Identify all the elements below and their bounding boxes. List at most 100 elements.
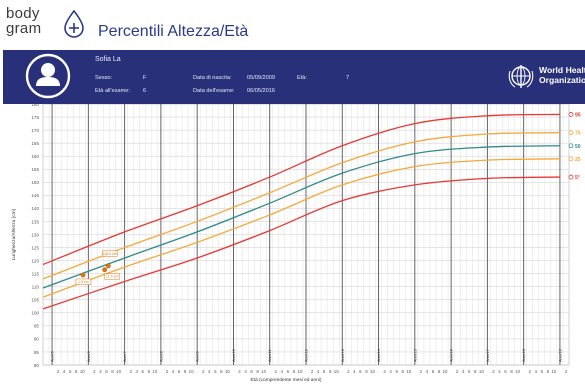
month-label: 2: [383, 369, 386, 374]
patient-name: Sofia La: [95, 56, 121, 63]
year-label: Anni 13: [341, 349, 345, 362]
patient-measurement-point: [105, 263, 111, 269]
y-tick-label: 120: [31, 258, 39, 263]
y-tick-label: 155: [31, 167, 39, 172]
month-label: 8: [184, 369, 187, 374]
month-label: 4: [462, 369, 465, 374]
x-axis-label: Età (comprendente mesi ed anni): [251, 377, 322, 383]
month-label: 4: [281, 369, 284, 374]
page-title: Percentili Altezza/Età: [98, 23, 249, 40]
month-label: 6: [142, 369, 145, 374]
percentile-end-marker: [568, 130, 574, 136]
y-tick-label: 175: [31, 115, 39, 120]
y-tick-label: 160: [31, 154, 39, 159]
exam-age-value: 6: [143, 88, 147, 94]
drop-plus-icon: [64, 10, 84, 38]
month-label: 4: [317, 369, 320, 374]
year-label: Anni 12: [305, 349, 309, 362]
growth-chart: 80 85 90 95 100 105 110 115 120 125 130 135 140 145 15…: [3, 102, 585, 392]
month-label: 8: [438, 369, 441, 374]
month-label: 2: [57, 369, 60, 374]
birth-date-value: 05/09/2009: [247, 75, 275, 81]
month-label: 10: [80, 369, 85, 374]
month-label: 10: [334, 369, 339, 374]
month-label: 6: [287, 369, 290, 374]
growth-chart-svg: 80 85 90 95 100 105 110 115 120 125 130 135 140 145 15…: [11, 102, 581, 383]
year-label: Anni 5: [51, 351, 55, 362]
month-label: 8: [256, 369, 259, 374]
percentile-curve-25: [42, 158, 560, 298]
patient-measurement-point: [80, 272, 86, 278]
percentile-curve-95: [42, 113, 560, 266]
month-label: 6: [69, 369, 72, 374]
month-label: 2: [565, 369, 568, 374]
y-tick-label: 105: [31, 298, 39, 303]
month-label: 6: [468, 369, 471, 374]
month-label: 8: [329, 369, 332, 374]
patient-measurement-point: [102, 267, 108, 273]
y-tick-label: 90: [34, 337, 40, 342]
month-label: 6: [178, 369, 181, 374]
month-label: 2: [492, 369, 495, 374]
month-label: 10: [515, 369, 520, 374]
month-label: 2: [129, 369, 132, 374]
exam-date-label: Data dell'esame:: [193, 88, 235, 94]
percentile-end-marker: [568, 174, 574, 180]
year-label: Anni 10: [232, 349, 236, 362]
month-label: 4: [426, 369, 429, 374]
birth-date-label: Data di nascita:: [193, 75, 232, 81]
month-label: 6: [214, 369, 217, 374]
month-label: 6: [541, 369, 544, 374]
month-label: 6: [432, 369, 435, 374]
month-label: 2: [166, 369, 169, 374]
percentile-end-label: 5°: [575, 175, 580, 181]
y-tick-label: 130: [31, 232, 39, 237]
month-label: 2: [93, 369, 96, 374]
month-label: 10: [479, 369, 484, 374]
app-header: body gram Percentili Altezza/Età: [0, 0, 585, 50]
y-tick-label: 80: [34, 363, 40, 368]
who-logo: World Health Organization: [503, 63, 585, 89]
month-label: 10: [551, 369, 556, 374]
percentile-end-label: 50: [575, 144, 581, 150]
month-label: 8: [75, 369, 78, 374]
month-label: 8: [402, 369, 405, 374]
percentile-curve-75: [42, 132, 560, 280]
measurement-tag-label: 118.0 cm: [103, 252, 118, 256]
age-label: Età:: [297, 75, 307, 81]
month-label: 4: [63, 369, 66, 374]
year-label: Anni 8: [159, 351, 163, 362]
month-label: 8: [365, 369, 368, 374]
exam-age-label: Età all'esame:: [95, 88, 130, 94]
y-tick-label: 115: [32, 271, 40, 276]
logo-text-line2: gram: [6, 20, 42, 37]
percentile-end-label: 25: [575, 157, 581, 163]
y-tick-label: 85: [34, 350, 40, 355]
percentile-end-marker: [568, 156, 574, 162]
month-label: 6: [105, 369, 108, 374]
sex-label: Sesso:: [95, 75, 113, 81]
who-name: World Health Organization: [539, 65, 585, 85]
month-label: 8: [510, 369, 513, 374]
year-label: Anni 11: [268, 349, 272, 362]
month-label: 4: [353, 369, 356, 374]
y-tick-label: 140: [31, 206, 39, 211]
month-label: 4: [135, 369, 138, 374]
y-tick-label: 180: [31, 104, 39, 107]
y-tick-label: 110: [32, 285, 40, 290]
measurement-tag-label: 11.7 cm: [106, 275, 119, 279]
month-label: 8: [148, 369, 151, 374]
month-label: 4: [498, 369, 501, 374]
year-label: Anni 15: [413, 349, 417, 362]
y-tick-label: 95: [34, 324, 40, 329]
month-label: 10: [152, 369, 157, 374]
percentile-end-marker: [568, 112, 574, 117]
month-label: 6: [504, 369, 507, 374]
month-label: 2: [456, 369, 459, 374]
month-label: 2: [347, 369, 350, 374]
month-label: 2: [528, 369, 531, 374]
month-label: 10: [189, 369, 194, 374]
month-label: 4: [208, 369, 211, 374]
month-label: 2: [275, 369, 278, 374]
month-label: 4: [535, 369, 538, 374]
